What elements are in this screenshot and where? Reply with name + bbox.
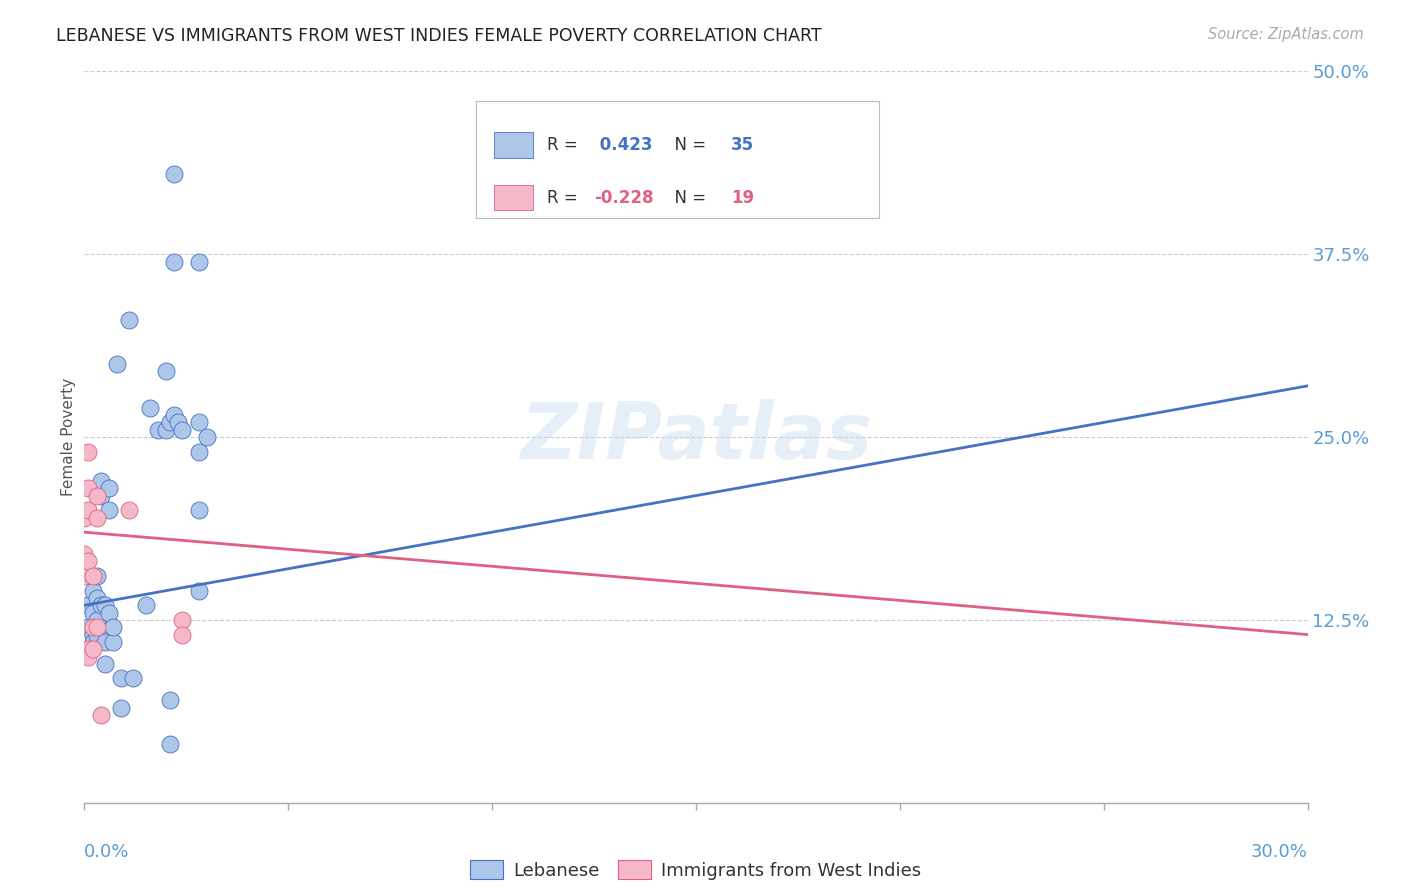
Point bbox=[82, 635, 104, 649]
Point bbox=[97, 481, 120, 495]
Point bbox=[118, 313, 141, 327]
Point bbox=[82, 642, 104, 657]
Point bbox=[93, 657, 117, 671]
Point bbox=[93, 599, 117, 613]
Text: 35: 35 bbox=[731, 136, 754, 153]
FancyBboxPatch shape bbox=[494, 132, 533, 158]
FancyBboxPatch shape bbox=[494, 185, 533, 211]
Point bbox=[138, 401, 160, 415]
Point bbox=[86, 510, 108, 524]
Point bbox=[90, 474, 112, 488]
Point bbox=[82, 627, 104, 641]
Point bbox=[86, 569, 108, 583]
Point bbox=[163, 167, 186, 181]
Point bbox=[135, 599, 157, 613]
Point bbox=[146, 423, 169, 437]
Text: N =: N = bbox=[664, 136, 711, 153]
Point bbox=[101, 635, 124, 649]
Point bbox=[93, 635, 117, 649]
Point bbox=[163, 408, 186, 422]
Text: 0.0%: 0.0% bbox=[84, 843, 129, 861]
Point bbox=[73, 569, 96, 583]
Point bbox=[77, 503, 100, 517]
Point bbox=[159, 737, 181, 751]
Point bbox=[90, 599, 112, 613]
Point bbox=[77, 444, 100, 458]
Point bbox=[90, 708, 112, 723]
Text: 19: 19 bbox=[731, 188, 754, 207]
Point bbox=[73, 510, 96, 524]
Text: 0.423: 0.423 bbox=[593, 136, 652, 153]
Point bbox=[172, 627, 194, 641]
FancyBboxPatch shape bbox=[475, 101, 880, 218]
Point bbox=[77, 649, 100, 664]
Point bbox=[187, 254, 209, 268]
Point bbox=[86, 613, 108, 627]
Point bbox=[155, 364, 177, 378]
Legend: Lebanese, Immigrants from West Indies: Lebanese, Immigrants from West Indies bbox=[461, 852, 931, 888]
Point bbox=[77, 642, 100, 657]
Point bbox=[159, 416, 181, 430]
Text: LEBANESE VS IMMIGRANTS FROM WEST INDIES FEMALE POVERTY CORRELATION CHART: LEBANESE VS IMMIGRANTS FROM WEST INDIES … bbox=[56, 27, 823, 45]
Point bbox=[163, 254, 186, 268]
Point bbox=[82, 569, 104, 583]
Point bbox=[86, 627, 108, 641]
Point bbox=[86, 591, 108, 605]
Point bbox=[82, 606, 104, 620]
Point bbox=[118, 503, 141, 517]
Point bbox=[77, 620, 100, 634]
Text: R =: R = bbox=[547, 188, 583, 207]
Point bbox=[82, 620, 104, 634]
Point bbox=[86, 489, 108, 503]
Point bbox=[172, 613, 194, 627]
Point bbox=[155, 423, 177, 437]
Text: N =: N = bbox=[664, 188, 711, 207]
Point bbox=[187, 503, 209, 517]
Point bbox=[97, 503, 120, 517]
Point bbox=[77, 481, 100, 495]
Point bbox=[187, 416, 209, 430]
Point bbox=[159, 693, 181, 707]
Point bbox=[77, 554, 100, 568]
Text: ZIPatlas: ZIPatlas bbox=[520, 399, 872, 475]
Text: Source: ZipAtlas.com: Source: ZipAtlas.com bbox=[1208, 27, 1364, 42]
Text: R =: R = bbox=[547, 136, 583, 153]
Point bbox=[101, 620, 124, 634]
Point bbox=[86, 620, 108, 634]
Point bbox=[122, 672, 145, 686]
Point bbox=[82, 583, 104, 598]
Point bbox=[73, 547, 96, 561]
Point bbox=[77, 599, 100, 613]
Point bbox=[195, 430, 218, 444]
Text: -0.228: -0.228 bbox=[593, 188, 654, 207]
Point bbox=[110, 672, 132, 686]
Text: 30.0%: 30.0% bbox=[1251, 843, 1308, 861]
Point bbox=[187, 583, 209, 598]
Point bbox=[90, 489, 112, 503]
Point bbox=[97, 606, 120, 620]
Point bbox=[167, 416, 190, 430]
Y-axis label: Female Poverty: Female Poverty bbox=[60, 378, 76, 496]
Point bbox=[110, 700, 132, 714]
Point bbox=[187, 444, 209, 458]
Point bbox=[105, 357, 128, 371]
Point bbox=[172, 423, 194, 437]
